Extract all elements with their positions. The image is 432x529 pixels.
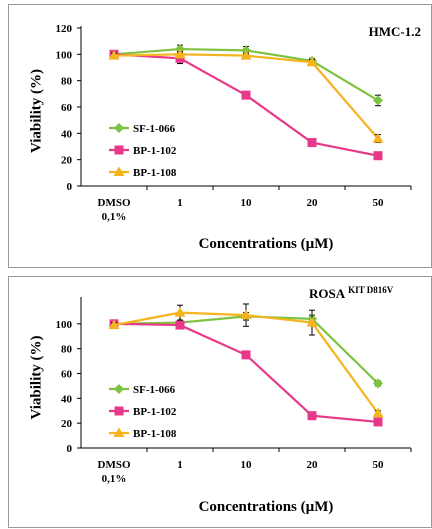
data-point [174, 307, 186, 317]
data-point [372, 133, 384, 143]
data-point [241, 350, 251, 360]
y-tick-label: 80 [61, 344, 73, 356]
legend: SF-1-066 BP-1-102 BP-1-108 [109, 384, 177, 440]
series-line [113, 311, 379, 414]
chart-title-main: HMC-1.2 [369, 24, 421, 39]
legend-label: BP-1-102 [133, 406, 177, 418]
y-axis-label: Viability (%) [28, 69, 44, 153]
chart-title-superscript: KIT D816V [348, 285, 394, 295]
legend-label: BP-1-108 [133, 167, 177, 179]
series-BP-1-108 [108, 303, 384, 418]
series-BP-1-102 [109, 49, 383, 161]
y-tick-label: 0 [67, 181, 73, 193]
x-tick-label: 0,1% [102, 211, 127, 223]
data-point [175, 320, 185, 330]
data-point [240, 309, 252, 320]
legend: SF-1-066 BP-1-102 BP-1-108 [109, 123, 177, 179]
data-point [372, 407, 384, 418]
legend-marker [113, 427, 125, 437]
legend-label: SF-1-066 [133, 123, 176, 135]
x-tick-label: 1 [177, 197, 183, 209]
x-axis-label: Concentrations (µM) [199, 236, 334, 252]
x-tick-label: 1 [177, 459, 183, 471]
x-tick-label: 10 [241, 459, 253, 471]
y-tick-label: 40 [61, 393, 73, 405]
data-point [174, 48, 186, 59]
x-tick-label: 20 [307, 459, 319, 471]
data-point [373, 151, 383, 161]
y-tick-label: 120 [56, 23, 73, 35]
y-tick-label: 40 [61, 128, 73, 140]
x-tick-label: 50 [373, 197, 385, 209]
legend-marker [114, 384, 124, 394]
y-tick-label: 20 [61, 155, 73, 167]
data-point [307, 138, 317, 148]
y-tick-label: 100 [56, 319, 73, 331]
data-point [108, 50, 120, 60]
chart-title-main: ROSA [309, 286, 346, 301]
legend-label: BP-1-108 [133, 428, 177, 440]
legend-marker [114, 123, 124, 133]
chart-title: HMC-1.2 [369, 24, 421, 39]
chart-rosa: 0 20 40 60 80 100 DMSO 0,1% 1 10 20 50 Concentration… [28, 285, 412, 515]
data-point [306, 317, 318, 327]
series-BP-1-108 [108, 48, 384, 144]
legend-marker [114, 406, 124, 416]
x-tick-label: 50 [373, 459, 385, 471]
legend-label: BP-1-102 [133, 145, 177, 157]
data-point [241, 90, 251, 100]
data-point [373, 417, 383, 427]
y-tick-label: 20 [61, 418, 73, 430]
data-point [108, 319, 120, 330]
series-BP-1-102 [109, 319, 383, 427]
y-tick-label: 100 [56, 49, 73, 61]
data-point [307, 411, 317, 421]
x-tick-label: 10 [241, 197, 253, 209]
legend-label: SF-1-066 [133, 384, 176, 396]
legend-marker [113, 166, 125, 176]
x-tick-label: 0,1% [102, 473, 127, 485]
x-tick-label: 20 [307, 197, 319, 209]
x-tick-label: DMSO [98, 459, 131, 471]
data-point [306, 56, 318, 67]
x-tick-label: DMSO [98, 197, 131, 209]
legend-marker [114, 145, 124, 155]
x-axis-label: Concentrations (µM) [199, 499, 334, 515]
chart-panel-rosa: 0 20 40 60 80 100 DMSO 0,1% 1 10 20 50 Concentration… [8, 276, 432, 528]
y-tick-label: 0 [67, 443, 73, 455]
data-point [240, 50, 252, 60]
y-tick-label: 60 [61, 102, 73, 114]
y-axis-label: Viability (%) [28, 335, 44, 419]
chart-hmc: 0 20 40 60 80 100 120 DMSO 0,1% 1 10 20 50 Concentrat… [28, 23, 421, 252]
chart-panel-hmc: 0 20 40 60 80 100 120 DMSO 0,1% 1 10 20 50 Concentrat… [8, 4, 432, 268]
y-tick-label: 60 [61, 369, 73, 381]
data-point [373, 378, 383, 389]
chart-title: ROSA KIT D816V [309, 285, 394, 301]
series-line [113, 53, 379, 157]
y-tick-label: 80 [61, 76, 73, 88]
data-point [373, 95, 383, 106]
